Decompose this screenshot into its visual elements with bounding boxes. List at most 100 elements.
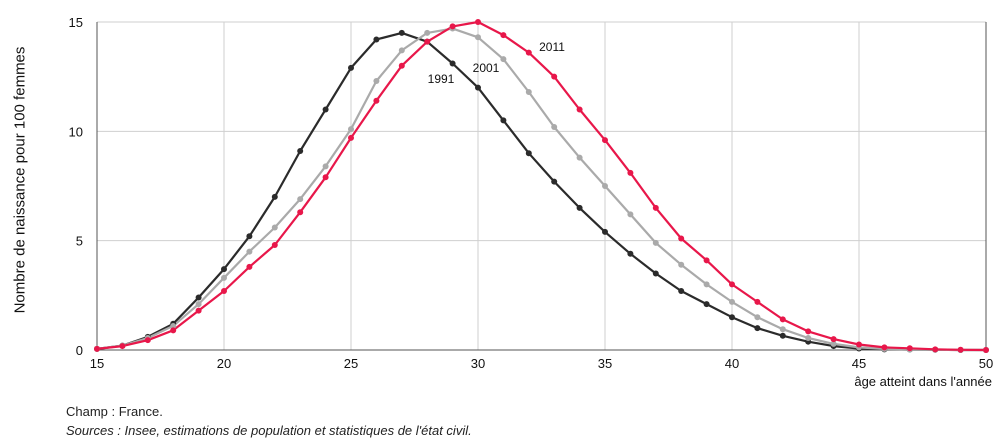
data-point-1991 xyxy=(729,314,735,321)
data-point-1991 xyxy=(576,204,583,211)
series-points xyxy=(94,19,989,353)
data-point-2011 xyxy=(221,287,227,294)
data-point-2011 xyxy=(449,23,456,30)
y-axis-label-wrap: Nombre de naissance pour 100 femmes xyxy=(0,0,40,360)
data-point-1991 xyxy=(652,270,659,277)
data-point-2001 xyxy=(602,183,608,189)
series-labels: 1991 2001 2011 xyxy=(428,40,566,86)
data-point-2001 xyxy=(170,322,177,329)
data-point-1991 xyxy=(373,36,380,43)
data-point-2001 xyxy=(652,239,659,246)
data-point-1991 xyxy=(525,150,532,157)
series-label-2001: 2001 xyxy=(473,61,500,75)
data-point-1991 xyxy=(297,148,304,155)
data-point-1991 xyxy=(271,193,278,200)
data-point-2011 xyxy=(652,204,659,211)
data-point-2001 xyxy=(475,34,481,41)
data-point-2011 xyxy=(271,242,278,249)
data-point-2001 xyxy=(729,298,735,305)
data-point-2001 xyxy=(297,196,304,203)
champ-note: Champ : France. xyxy=(66,404,163,419)
data-point-2011 xyxy=(881,344,888,351)
data-point-2011 xyxy=(348,134,354,141)
data-point-1991 xyxy=(398,29,405,36)
data-point-2001 xyxy=(373,78,380,85)
data-point-2011 xyxy=(144,337,151,344)
data-point-2001 xyxy=(221,274,227,281)
data-point-1991 xyxy=(754,325,761,332)
data-point-2011 xyxy=(830,336,837,343)
data-point-1991 xyxy=(551,178,558,185)
series-label-1991: 1991 xyxy=(428,72,455,86)
data-point-1991 xyxy=(195,294,202,301)
data-point-2001 xyxy=(576,154,583,161)
data-point-2011 xyxy=(119,343,126,350)
tick-labels: 15 20 25 30 35 40 45 50 0 5 10 15 xyxy=(69,15,994,371)
data-point-2001 xyxy=(246,248,253,255)
data-point-1991 xyxy=(449,60,456,67)
data-point-1991 xyxy=(627,250,634,257)
data-point-2001 xyxy=(424,29,431,36)
data-point-1991 xyxy=(602,228,608,235)
axes xyxy=(96,22,987,351)
data-point-2011 xyxy=(805,328,812,335)
data-point-2011 xyxy=(195,307,202,314)
data-point-2011 xyxy=(627,169,634,176)
data-point-2001 xyxy=(703,281,710,288)
notes: Champ : France. Sources : Insee, estimat… xyxy=(66,402,472,440)
grid xyxy=(97,21,986,350)
data-point-2001 xyxy=(779,326,786,333)
data-point-2011 xyxy=(297,209,304,216)
data-point-2011 xyxy=(551,73,558,80)
x-tick-label: 20 xyxy=(217,356,231,371)
data-point-2001 xyxy=(627,211,634,218)
data-point-2011 xyxy=(94,345,100,352)
data-point-2001 xyxy=(500,56,507,63)
data-point-2001 xyxy=(195,301,202,308)
series-lines xyxy=(96,20,987,352)
data-point-2011 xyxy=(170,327,177,334)
data-point-1991 xyxy=(348,64,354,71)
data-point-1991 xyxy=(475,84,481,91)
data-point-2011 xyxy=(703,257,710,264)
x-tick-label: 25 xyxy=(344,356,358,371)
data-point-2001 xyxy=(678,261,685,268)
fertility-line-chart: 15 20 25 30 35 40 45 50 0 5 10 15 1991 2001 2011 âge … xyxy=(69,15,994,389)
data-point-2011 xyxy=(500,32,507,39)
data-point-2001 xyxy=(830,340,837,347)
y-tick-label: 10 xyxy=(69,124,83,139)
data-point-1991 xyxy=(779,332,786,339)
data-point-1991 xyxy=(703,301,710,308)
data-point-2011 xyxy=(957,346,964,353)
data-point-2011 xyxy=(424,38,431,45)
x-tick-label: 35 xyxy=(598,356,612,371)
data-point-2011 xyxy=(779,316,786,323)
data-point-2001 xyxy=(398,47,405,54)
y-tick-label: 15 xyxy=(69,15,83,30)
data-point-1991 xyxy=(221,266,227,273)
data-point-2011 xyxy=(678,235,685,242)
x-tick-label: 15 xyxy=(90,356,104,371)
x-tick-label: 30 xyxy=(471,356,485,371)
sources-note: Sources : Insee, estimations de populati… xyxy=(66,423,472,438)
data-point-2011 xyxy=(246,263,253,270)
series-label-2011: 2011 xyxy=(539,40,565,54)
data-point-2001 xyxy=(525,88,532,95)
data-point-1991 xyxy=(246,233,253,240)
data-point-2001 xyxy=(551,123,558,130)
data-point-2011 xyxy=(576,106,583,113)
series-line-2011 xyxy=(96,20,987,352)
data-point-2001 xyxy=(271,224,278,231)
data-point-2011 xyxy=(475,19,481,25)
data-point-1991 xyxy=(322,106,329,113)
data-point-2011 xyxy=(398,62,405,69)
data-point-2001 xyxy=(322,163,329,170)
data-point-2001 xyxy=(805,334,812,341)
series-line-2001 xyxy=(96,27,986,352)
data-point-2001 xyxy=(754,314,761,321)
data-point-2011 xyxy=(525,49,532,56)
data-point-2011 xyxy=(856,341,862,348)
data-point-2011 xyxy=(932,346,939,353)
data-point-2011 xyxy=(322,174,329,181)
data-point-2011 xyxy=(729,281,735,288)
